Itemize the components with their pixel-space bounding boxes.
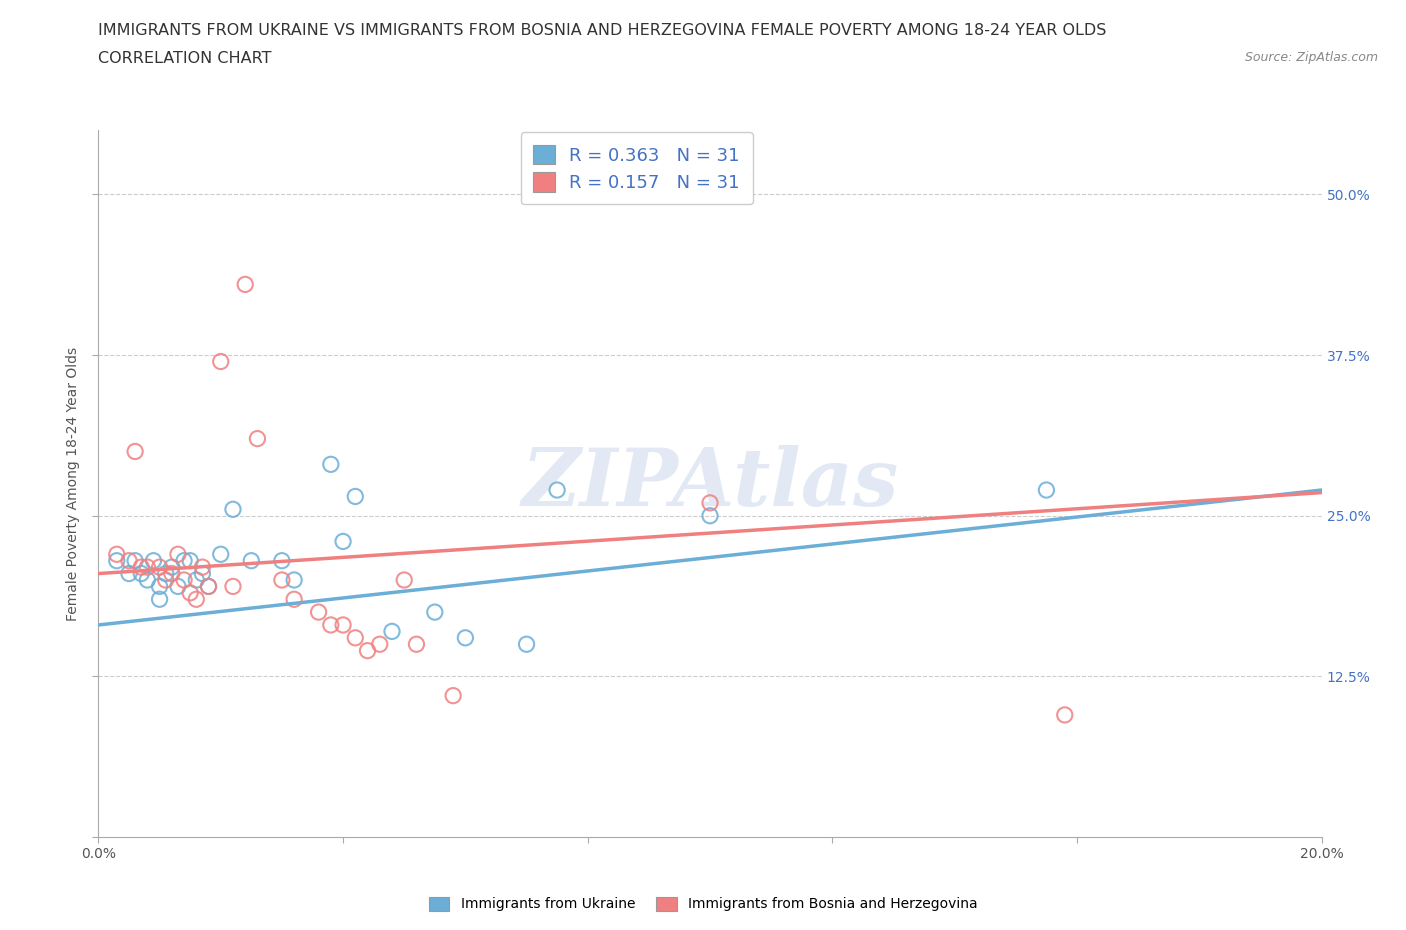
Point — [270, 553, 292, 568]
Point — [118, 566, 141, 581]
Text: Source: ZipAtlas.com: Source: ZipAtlas.com — [1244, 51, 1378, 64]
Point — [197, 579, 219, 594]
Point — [149, 579, 172, 594]
Point — [356, 644, 378, 658]
Point — [222, 579, 245, 594]
Point — [179, 553, 201, 568]
Point — [191, 560, 214, 575]
Point — [129, 566, 152, 581]
Point — [516, 637, 538, 652]
Text: IMMIGRANTS FROM UKRAINE VS IMMIGRANTS FROM BOSNIA AND HERZEGOVINA FEMALE POVERTY: IMMIGRANTS FROM UKRAINE VS IMMIGRANTS FR… — [98, 23, 1107, 38]
Legend: R = 0.363   N = 31, R = 0.157   N = 31: R = 0.363 N = 31, R = 0.157 N = 31 — [520, 132, 752, 205]
Point — [136, 560, 159, 575]
Point — [699, 509, 721, 524]
Point — [332, 618, 354, 632]
Point — [209, 547, 232, 562]
Point — [1053, 708, 1076, 723]
Point — [392, 573, 416, 588]
Point — [319, 457, 342, 472]
Point — [233, 277, 256, 292]
Point — [344, 631, 367, 645]
Point — [136, 573, 159, 588]
Point — [149, 591, 172, 606]
Point — [105, 547, 128, 562]
Legend: Immigrants from Ukraine, Immigrants from Bosnia and Herzegovina: Immigrants from Ukraine, Immigrants from… — [422, 890, 984, 919]
Point — [1035, 483, 1057, 498]
Point — [160, 566, 183, 581]
Point — [222, 502, 245, 517]
Text: CORRELATION CHART: CORRELATION CHART — [98, 51, 271, 66]
Point — [142, 553, 165, 568]
Point — [270, 573, 292, 588]
Point — [129, 560, 152, 575]
Point — [167, 547, 190, 562]
Point — [283, 591, 305, 606]
Point — [186, 573, 208, 588]
Point — [209, 354, 232, 369]
Point — [186, 591, 208, 606]
Point — [124, 553, 146, 568]
Point — [344, 489, 367, 504]
Point — [149, 560, 172, 575]
Point — [283, 573, 305, 588]
Point — [179, 585, 201, 600]
Point — [105, 553, 128, 568]
Point — [368, 637, 391, 652]
Point — [441, 688, 464, 703]
Point — [319, 618, 342, 632]
Point — [155, 573, 177, 588]
Point — [155, 566, 177, 581]
Point — [246, 432, 269, 446]
Point — [124, 444, 146, 458]
Point — [423, 604, 446, 619]
Point — [118, 553, 141, 568]
Point — [405, 637, 427, 652]
Point — [173, 553, 195, 568]
Point — [454, 631, 477, 645]
Point — [240, 553, 263, 568]
Point — [308, 604, 330, 619]
Point — [160, 560, 183, 575]
Point — [191, 566, 214, 581]
Point — [546, 483, 568, 498]
Y-axis label: Female Poverty Among 18-24 Year Olds: Female Poverty Among 18-24 Year Olds — [66, 347, 80, 620]
Point — [167, 579, 190, 594]
Point — [173, 573, 195, 588]
Text: ZIPAtlas: ZIPAtlas — [522, 445, 898, 523]
Point — [381, 624, 404, 639]
Point — [332, 534, 354, 549]
Point — [699, 496, 721, 511]
Point — [197, 579, 219, 594]
